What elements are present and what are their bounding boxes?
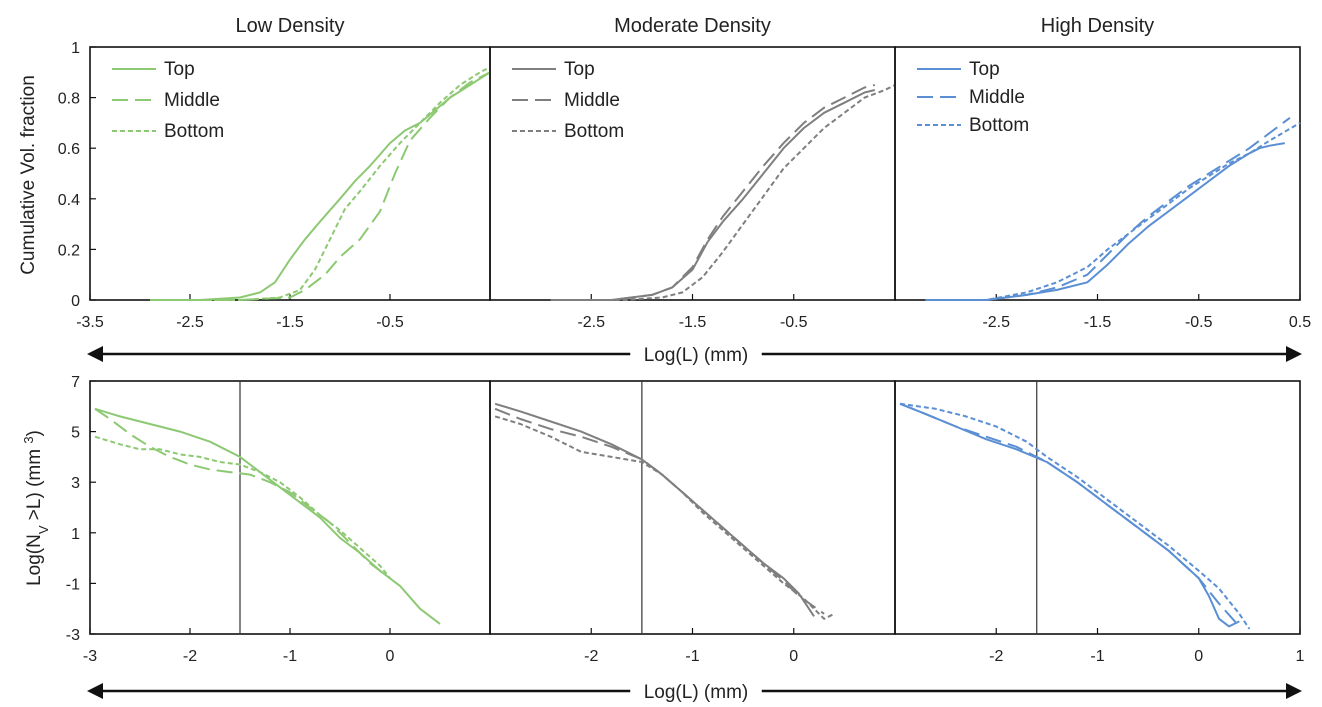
x-tick-label: -2.5 [982, 314, 1010, 331]
x-tick-label: 0 [1194, 648, 1203, 665]
x-tick-label: -1 [283, 648, 297, 665]
series-line-top [94, 407, 441, 625]
y-axis-label-part: >L) (mm [24, 444, 45, 526]
plot-frame [489, 380, 896, 635]
series-line-middle [94, 407, 391, 580]
series-line-bottom [494, 415, 835, 620]
x-tick-label: -1.5 [679, 314, 707, 331]
series-line-middle [494, 407, 825, 615]
x-tick-label: 1 [1296, 648, 1305, 665]
y-tick-label: 0 [71, 293, 80, 310]
y-axis-label-top: Cumulative Vol. fraction [18, 75, 39, 275]
series-line-top [550, 89, 876, 301]
series-line-bottom [94, 435, 391, 579]
x-tick-label: 0.5 [1289, 314, 1311, 331]
x-tick-label: -0.5 [376, 314, 404, 331]
y-tick-label: 7 [71, 374, 80, 391]
y-axis-label-part: 3 [21, 436, 36, 443]
legend-label: Top [969, 59, 1000, 80]
legend-label: Middle [564, 90, 620, 111]
series-line-bottom [550, 84, 896, 301]
x-tick-label: 0 [789, 648, 798, 665]
x-tick-label: -3.5 [76, 314, 104, 331]
x-axis-label-top: Log(L) (mm) [644, 345, 749, 366]
x-tick-label: -2 [183, 648, 197, 665]
y-axis-label-part: ) [24, 430, 45, 436]
series-line-top [150, 71, 491, 301]
legend-label: Middle [164, 90, 220, 111]
series-line-bottom [150, 66, 491, 301]
y-tick-label: 0.8 [58, 91, 80, 108]
y-tick-label: 3 [71, 475, 80, 492]
legend-label: Bottom [969, 115, 1029, 136]
series-line-middle [150, 71, 491, 301]
x-axis-label-bottom: Log(L) (mm) [644, 682, 749, 703]
arrowhead-right [1286, 346, 1302, 362]
x-tick-label: -2.5 [176, 314, 204, 331]
legend-label: Bottom [564, 121, 624, 142]
plot-frame [489, 46, 896, 301]
series-line-top [925, 142, 1285, 301]
series-line-middle [925, 116, 1291, 301]
legend-label: Top [564, 59, 595, 80]
legend-label: Top [164, 59, 195, 80]
x-tick-label: -1.5 [276, 314, 304, 331]
y-tick-label: -1 [66, 576, 80, 593]
plot-frame [894, 380, 1301, 635]
y-axis-label-part: Log(N [24, 534, 45, 586]
plot-frame [894, 46, 1301, 301]
panel-title: High Density [1041, 15, 1154, 37]
x-tick-label: -2 [584, 648, 598, 665]
series-line-top [899, 402, 1240, 628]
y-tick-label: 0.4 [58, 192, 80, 209]
y-axis-label-bottom: Log(NV >L) (mm 3) [21, 430, 51, 586]
y-tick-label: 0.6 [58, 141, 80, 158]
legend-label: Bottom [164, 121, 224, 142]
x-tick-label: -1.5 [1084, 314, 1112, 331]
series-line-bottom [925, 122, 1301, 301]
plot-frame [89, 380, 491, 635]
x-tick-label: -1 [685, 648, 699, 665]
x-tick-label: -0.5 [780, 314, 808, 331]
y-tick-label: 0.2 [58, 242, 80, 259]
y-tick-label: 5 [71, 425, 80, 442]
x-tick-label: -2 [989, 648, 1003, 665]
x-tick-label: -1 [1090, 648, 1104, 665]
arrowhead-left [87, 683, 103, 699]
panel-title: Moderate Density [614, 15, 771, 37]
arrowhead-left [87, 346, 103, 362]
series-line-top [494, 402, 815, 617]
panel-title: Low Density [236, 15, 345, 37]
series-line-bottom [899, 402, 1251, 630]
y-tick-label: 1 [71, 526, 80, 543]
plot-frame [89, 46, 491, 301]
x-tick-label: -2.5 [577, 314, 605, 331]
arrowhead-right [1286, 683, 1302, 699]
x-tick-label: -0.5 [1185, 314, 1213, 331]
y-tick-label: 1 [71, 40, 80, 57]
y-axis-label-part: V [36, 525, 51, 534]
x-tick-label: -3 [83, 648, 97, 665]
legend-label: Middle [969, 87, 1025, 108]
series-line-middle [550, 84, 876, 301]
x-tick-label: 0 [386, 648, 395, 665]
series-line-middle [899, 402, 1241, 628]
y-tick-label: -3 [66, 627, 80, 644]
